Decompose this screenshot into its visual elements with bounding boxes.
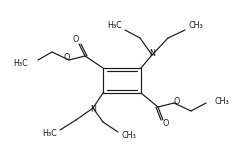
Text: H₃C: H₃C: [42, 129, 57, 139]
Text: O: O: [163, 119, 169, 128]
Text: CH₃: CH₃: [214, 97, 229, 105]
Text: N: N: [90, 104, 96, 114]
Text: CH₃: CH₃: [121, 132, 136, 141]
Text: CH₃: CH₃: [188, 21, 203, 31]
Text: O: O: [174, 97, 180, 105]
Text: O: O: [64, 52, 70, 62]
Text: H₃C: H₃C: [107, 21, 122, 31]
Text: H₃C: H₃C: [13, 59, 28, 67]
Text: O: O: [73, 35, 79, 45]
Text: N: N: [149, 49, 155, 59]
